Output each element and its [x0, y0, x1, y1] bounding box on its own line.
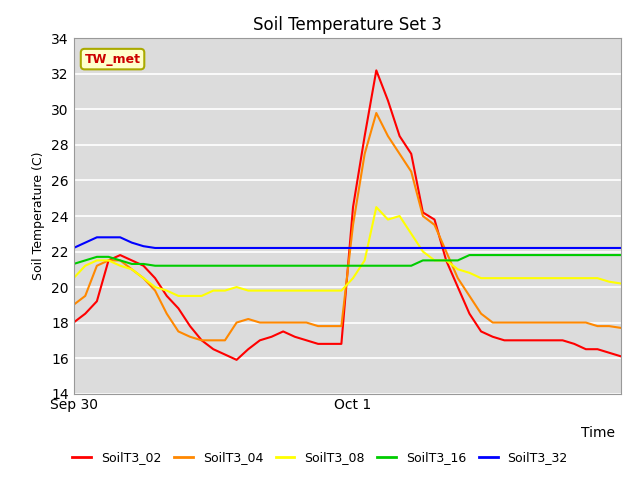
Y-axis label: Soil Temperature (C): Soil Temperature (C) — [33, 152, 45, 280]
Title: Soil Temperature Set 3: Soil Temperature Set 3 — [253, 16, 442, 34]
Legend: SoilT3_02, SoilT3_04, SoilT3_08, SoilT3_16, SoilT3_32: SoilT3_02, SoilT3_04, SoilT3_08, SoilT3_… — [67, 446, 573, 469]
Text: TW_met: TW_met — [84, 53, 141, 66]
X-axis label: Time: Time — [581, 426, 615, 440]
